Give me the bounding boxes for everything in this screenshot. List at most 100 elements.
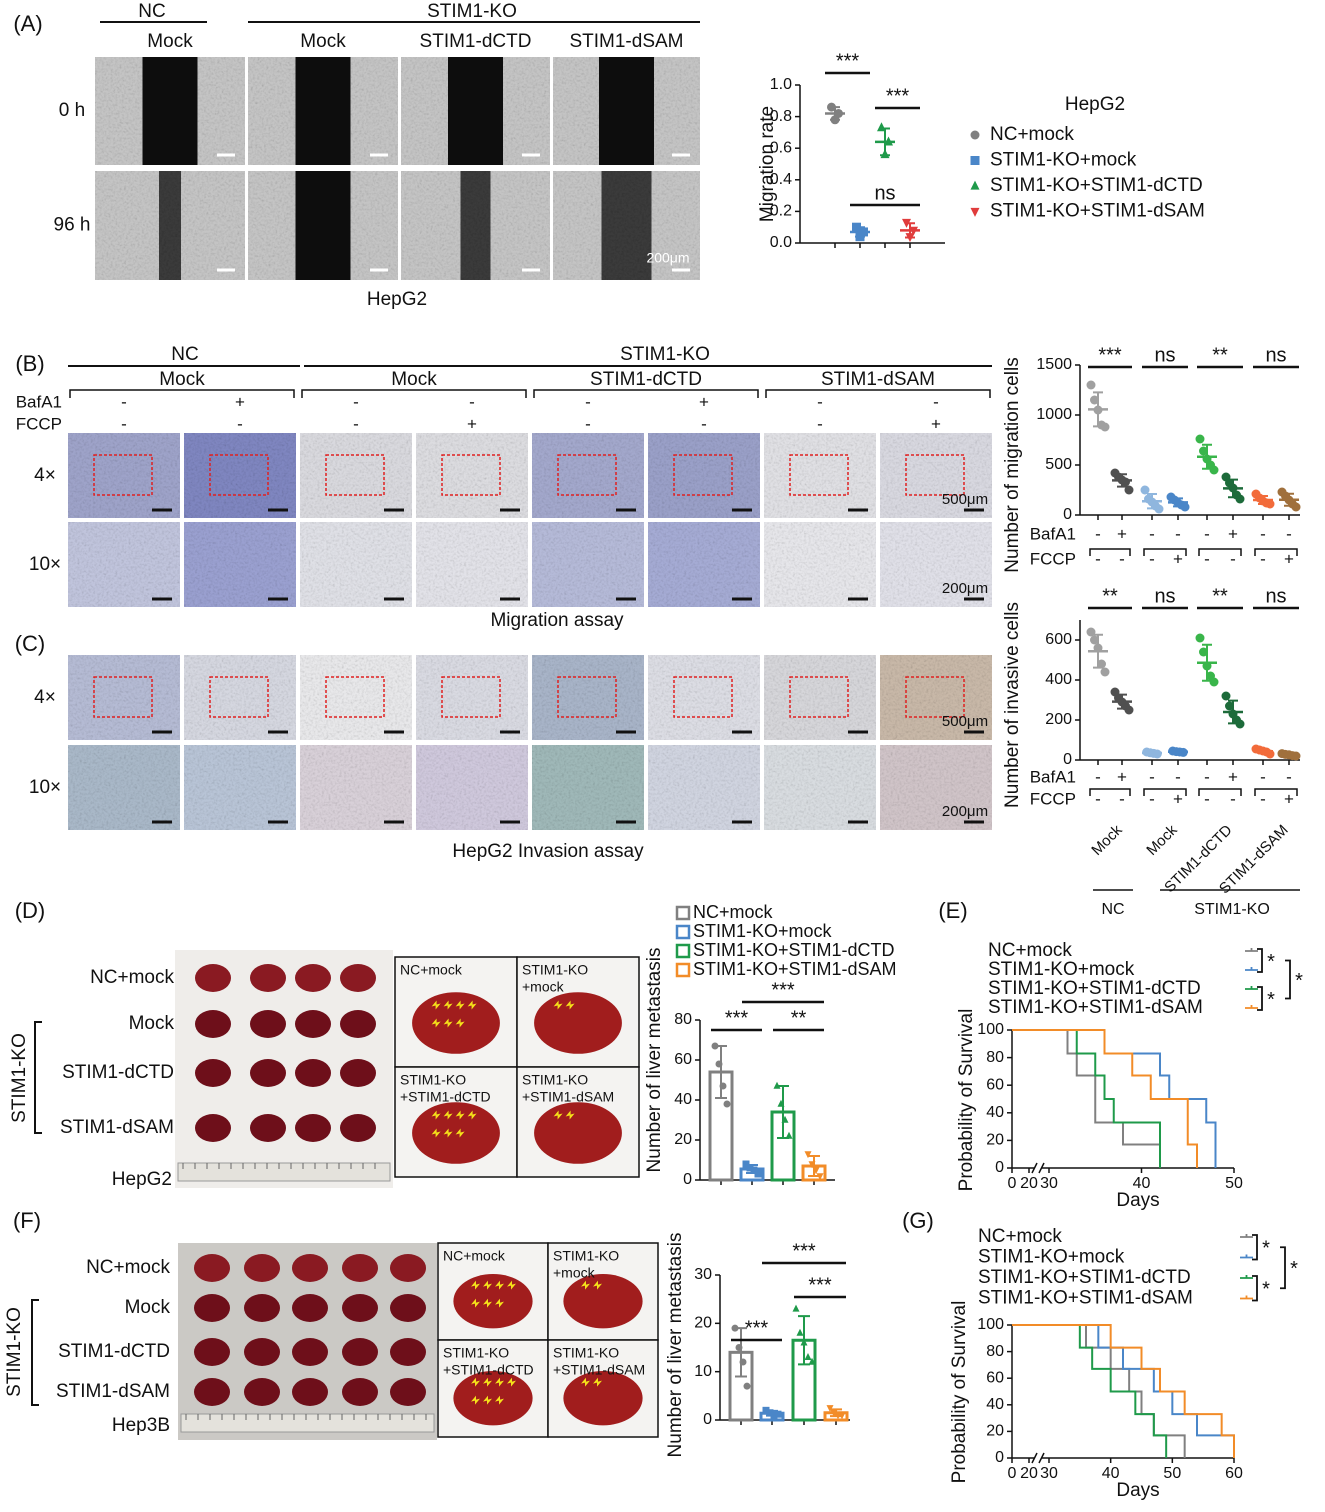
inset-label: STIM1-KO [553, 1248, 619, 1264]
x-axis-title: Days [1116, 1480, 1159, 1501]
treatment-mark: - [933, 392, 939, 411]
metastasis-arrow [507, 1377, 516, 1387]
micrograph [68, 522, 180, 607]
inset-label: STIM1-KO [522, 1072, 588, 1088]
micrograph [68, 745, 180, 830]
treatment-mark: + [699, 392, 709, 411]
liver-lobe [534, 992, 622, 1054]
micrograph-field [68, 433, 180, 518]
y-tick-label: 30 [694, 1266, 712, 1283]
significance-label: *** [808, 1274, 832, 1296]
metastasis-arrow [431, 1110, 441, 1120]
data-point [1225, 701, 1234, 711]
zoom-region [209, 676, 269, 718]
label: Mock [159, 369, 205, 390]
micrograph [648, 522, 760, 607]
y-axis-title: Probability of Survival [956, 1009, 977, 1192]
metastasis-arrow [443, 1018, 453, 1028]
legend-label: NC+mock [988, 940, 1072, 961]
micrograph [95, 57, 245, 165]
micrograph [401, 171, 550, 280]
x-tick-label: 50 [1225, 1175, 1243, 1192]
label: HepG2 [112, 1169, 172, 1190]
y-tick-label: 20 [694, 1315, 712, 1332]
survival-curve [1012, 1029, 1198, 1168]
liver [194, 1378, 230, 1406]
panel-label: (F) [13, 1208, 41, 1233]
y-tick-label: 80 [986, 1343, 1004, 1360]
liver [342, 1338, 378, 1366]
zoom-region [325, 454, 385, 496]
zoom-region [673, 454, 733, 496]
treatment-mark: - [1175, 524, 1181, 543]
micrograph [300, 522, 412, 607]
y-tick-label: 1000 [1036, 406, 1072, 423]
micrograph-field [416, 522, 528, 607]
data-point [838, 1412, 846, 1420]
treatment-mark: - [353, 414, 359, 433]
inset-label: +STIM1-dCTD [400, 1089, 491, 1105]
micrograph [184, 433, 296, 518]
treatment-mark: + [1117, 767, 1127, 786]
significance-label: ns [1154, 585, 1175, 607]
y-tick-label: 60 [986, 1369, 1004, 1386]
micrograph [248, 171, 398, 280]
group-label: STIM1-KO [1194, 901, 1270, 918]
micrograph [764, 522, 876, 607]
metastasis-arrow [431, 1000, 441, 1010]
y-tick-label: 0.0 [770, 234, 792, 251]
zoom-region [325, 676, 385, 718]
metastasis-arrow [471, 1298, 480, 1308]
error-bar [1093, 391, 1103, 428]
liver [340, 1114, 376, 1142]
panel-label: (C) [15, 631, 46, 656]
significance-label: *** [792, 1240, 816, 1262]
data-point [1199, 446, 1208, 456]
axis-break-gap [1035, 1164, 1041, 1172]
metastasis-arrow [553, 1110, 563, 1120]
inset-label: STIM1-KO [443, 1345, 509, 1361]
legend-title: HepG2 [1065, 94, 1125, 115]
micrograph [880, 522, 992, 607]
legend-label: STIM1-KO+STIM1-dSAM [978, 1288, 1193, 1309]
data-point [1209, 465, 1219, 475]
significance-label: * [1290, 1258, 1298, 1280]
micrograph-field [416, 433, 528, 518]
row-label: NC+mock [90, 967, 174, 988]
zoom-region [209, 454, 269, 496]
error-bar [1228, 699, 1238, 725]
inset-label: STIM1-KO [400, 1072, 466, 1088]
bracket [69, 389, 295, 398]
treatment-label: FCCP [1030, 549, 1076, 568]
micrograph [401, 57, 550, 165]
micrograph-field [416, 745, 528, 830]
inset-label: NC+mock [400, 962, 463, 978]
y-axis-title: Number of liver metastasis [644, 948, 665, 1173]
legend-marker [970, 180, 980, 190]
treatment-label: FCCP [16, 414, 62, 433]
legend-marker [970, 156, 980, 165]
micrograph-field [300, 522, 412, 607]
y-axis-title: Number of migration cells [1002, 357, 1023, 572]
scratch-gap [142, 57, 198, 165]
data-point [1090, 635, 1099, 645]
bracket [301, 389, 527, 398]
significance-label: ** [1212, 344, 1228, 366]
liver-lobe [412, 1102, 500, 1164]
micrograph-field [68, 655, 180, 740]
error-bar [1173, 497, 1183, 508]
treatment-mark: - [353, 392, 359, 411]
panel-label: (G) [902, 1208, 934, 1233]
x-tick-label: 0 [1008, 1175, 1017, 1192]
row-label: 4× [34, 465, 56, 486]
legend-marker [970, 130, 980, 140]
legend-label: STIM1-KO+STIM1-dSAM [990, 201, 1205, 222]
label: STIM1-dSAM [569, 31, 683, 52]
significance-label: ns [1265, 344, 1286, 366]
liver [390, 1294, 426, 1322]
treatment-mark: - [1095, 524, 1101, 543]
liver [342, 1294, 378, 1322]
x-tick-label: 60 [1225, 1465, 1243, 1482]
treatment-mark: - [237, 414, 243, 433]
y-axis-title: Number of invasive cells [1002, 602, 1023, 808]
